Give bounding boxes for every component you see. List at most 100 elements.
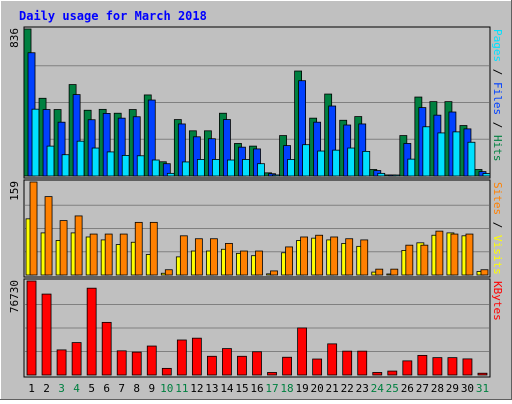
bar-files-day-8	[132, 116, 141, 177]
bar-sites-day-11	[179, 235, 188, 276]
day-labels: 1 2 3 4 5 6 7 8 9 10 11 12 13 14 15 16 17 18 19 20 21 22 23 24 2…	[28, 382, 489, 395]
day-label-8: 8	[133, 382, 140, 395]
day-label-19: 19	[295, 382, 308, 395]
bar-kbytes-day-1	[26, 280, 37, 376]
legend-entry: Files	[491, 82, 504, 115]
bar-pages-day-30	[467, 141, 476, 177]
legend-entry: Hits	[491, 135, 504, 162]
bar-sites-day-28	[435, 230, 444, 276]
bar-pages-day-11	[181, 161, 190, 177]
bar-files-day-11	[177, 123, 186, 177]
day-label-2: 2	[43, 382, 50, 395]
bar-sites-day-14	[225, 243, 233, 276]
legend-entry: /	[491, 62, 504, 82]
bar-pages-day-21	[332, 149, 341, 177]
bar-kbytes-day-7	[116, 350, 127, 376]
bar-pages-day-13	[211, 159, 220, 177]
bar-files-day-10	[162, 163, 171, 177]
bar-kbytes-day-16	[252, 351, 262, 376]
bar-kbytes-day-26	[402, 360, 413, 376]
bar-pages-day-10	[166, 172, 175, 177]
bar-sites-day-24	[375, 268, 384, 276]
day-label-12: 12	[190, 382, 203, 395]
bar-pages-day-20	[317, 150, 326, 177]
day-label-21: 21	[326, 382, 339, 395]
bar-sites-day-4	[74, 215, 83, 276]
day-label-13: 13	[205, 382, 218, 395]
bar-files-day-13	[207, 138, 216, 177]
chart-panels: 836 Pages / Files / Hits 159 Sites / Visits…	[8, 26, 504, 378]
bar-kbytes-day-28	[432, 357, 443, 376]
bar-kbytes-day-20	[312, 358, 323, 376]
bar-pages-day-22	[347, 147, 356, 177]
bar-files-day-12	[192, 136, 201, 177]
bar-kbytes-day-22	[342, 350, 353, 376]
day-label-27: 27	[416, 382, 429, 395]
bar-pages-day-5	[91, 147, 100, 177]
legend-entry: Sites	[491, 182, 504, 215]
panel-legend-label: Pages / Files / Hits	[491, 29, 504, 162]
bar-pages-day-7	[121, 155, 130, 177]
day-label-20: 20	[311, 382, 324, 395]
bar-files-day-6	[102, 113, 111, 177]
bar-pages-day-12	[196, 159, 205, 177]
bar-kbytes-day-30	[462, 358, 473, 376]
legend-entry: /	[491, 215, 504, 235]
panel-visitors: 159 Sites / Visits	[8, 179, 504, 278]
bar-kbytes-day-12	[191, 337, 202, 376]
bar-pages-day-19	[302, 144, 311, 177]
panel-legend-label: Sites / Visits	[491, 182, 504, 275]
bar-kbytes-day-9	[146, 345, 157, 376]
bar-pages-day-8	[136, 155, 145, 177]
bar-pages-day-18	[287, 159, 295, 177]
bar-sites-day-18	[285, 246, 293, 276]
bar-files-day-19	[298, 80, 307, 177]
panel-max-label: 76730	[8, 280, 21, 313]
bar-kbytes-day-8	[131, 351, 142, 376]
bar-pages-day-25	[392, 174, 401, 177]
bar-kbytes-day-18	[282, 356, 292, 376]
bar-kbytes-day-2	[41, 293, 52, 376]
day-label-28: 28	[431, 382, 444, 395]
bar-sites-day-2	[44, 196, 53, 276]
bar-kbytes-day-24	[372, 372, 383, 376]
bar-pages-day-27	[422, 126, 431, 177]
bar-pages-day-17	[272, 174, 280, 177]
day-label-14: 14	[220, 382, 234, 395]
bar-kbytes-day-3	[56, 349, 67, 376]
bar-files-day-21	[328, 105, 337, 177]
bar-pages-day-26	[407, 158, 416, 177]
bar-files-day-9	[147, 99, 156, 177]
bar-sites-day-20	[315, 234, 324, 276]
day-label-23: 23	[356, 382, 369, 395]
bar-pages-day-31	[482, 173, 491, 177]
day-label-17: 17	[265, 382, 278, 395]
bar-pages-day-24	[377, 172, 386, 177]
bar-sites-day-6	[104, 233, 113, 276]
bar-sites-day-25	[390, 268, 399, 276]
bar-pages-day-15	[242, 159, 250, 177]
bar-sites-day-22	[345, 238, 354, 276]
day-label-3: 3	[58, 382, 65, 395]
day-label-30: 30	[461, 382, 474, 395]
bar-kbytes-day-10	[161, 367, 172, 376]
bar-kbytes-day-11	[176, 339, 187, 376]
bar-kbytes-day-14	[222, 348, 232, 376]
panel-kbytes: 76730 KBytes	[8, 278, 504, 378]
day-label-7: 7	[118, 382, 125, 395]
bar-sites-day-7	[119, 233, 128, 276]
bar-files-day-14	[223, 119, 231, 177]
bar-kbytes-day-6	[101, 321, 112, 376]
bar-sites-day-26	[405, 244, 414, 276]
day-label-31: 31	[476, 382, 489, 395]
bar-pages-day-29	[452, 131, 461, 177]
bar-files-day-16	[253, 148, 261, 177]
bar-files-day-20	[313, 121, 322, 177]
bar-pages-day-6	[106, 151, 115, 177]
panel-traffic: 836 Pages / Files / Hits	[8, 26, 504, 179]
legend-entry: Visits	[491, 235, 504, 275]
bar-sites-day-31	[480, 269, 489, 276]
bar-files-day-3	[57, 121, 66, 177]
